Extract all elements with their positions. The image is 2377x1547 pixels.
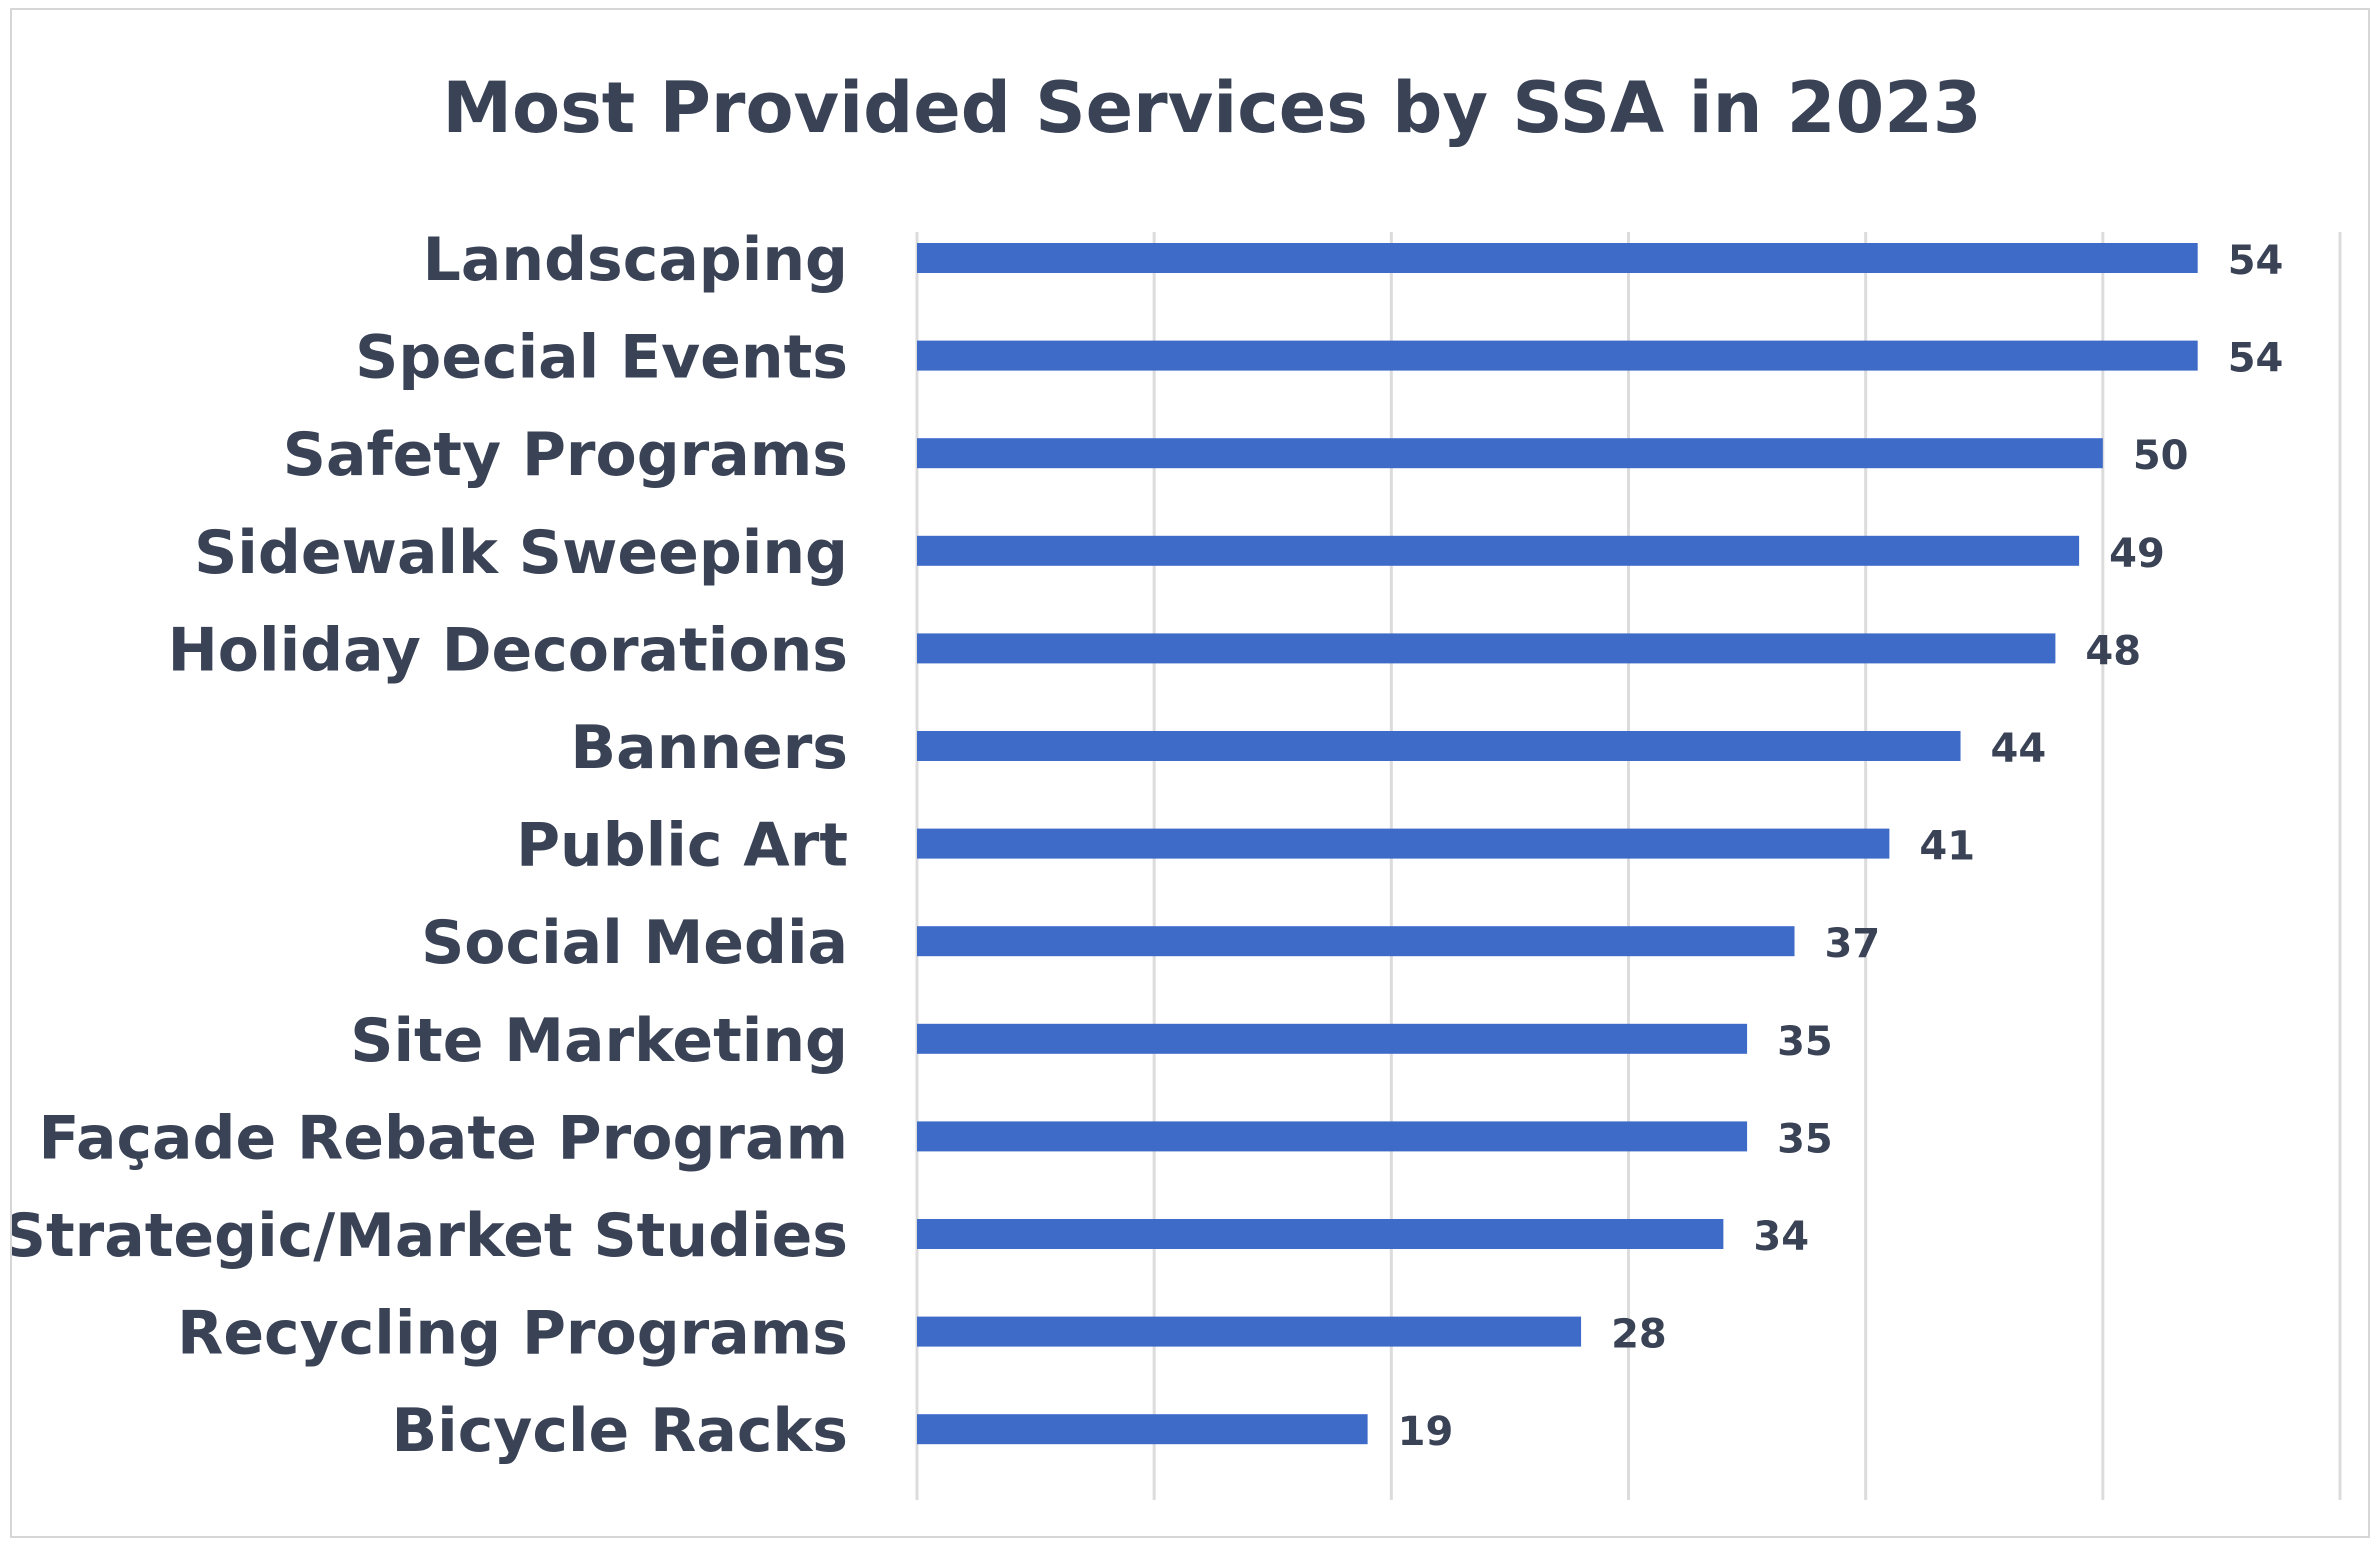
data-label: 50 (2133, 433, 2189, 479)
data-labels: 54 54 50 49 48 44 41 37 35 35 34 28 19 (1398, 238, 2284, 1455)
category-label: Sidewalk Sweeping (194, 518, 848, 588)
bar (917, 828, 1890, 859)
bar (917, 926, 1795, 957)
gridlines (915, 232, 2342, 1500)
data-label: 37 (1825, 921, 1881, 967)
data-label: 35 (1777, 1116, 1833, 1162)
category-label: Bicycle Racks (391, 1396, 848, 1466)
bar-chart: Most Provided Services by SSA in 2023 La… (12, 67, 2342, 1500)
bar (917, 1023, 1748, 1054)
bar (917, 243, 2198, 273)
data-label: 28 (1611, 1312, 1667, 1358)
bar (917, 438, 2103, 469)
data-label: 34 (1753, 1214, 1809, 1260)
bar (917, 731, 1961, 761)
category-label: Banners (570, 713, 848, 783)
data-label: 35 (1777, 1019, 1833, 1065)
data-label: 54 (2228, 238, 2284, 284)
data-label: 44 (1991, 726, 2047, 772)
category-label: Safety Programs (283, 420, 848, 490)
data-label: 54 (2228, 336, 2284, 382)
data-label: 19 (1398, 1409, 1454, 1455)
category-label: Strategic/Market Studies (12, 1201, 848, 1271)
category-label: Landscaping (423, 225, 848, 295)
category-label: Social Media (421, 908, 848, 978)
data-label: 41 (1919, 824, 1975, 870)
bar (917, 340, 2198, 371)
bar (917, 535, 2080, 566)
bars (917, 243, 2198, 1445)
chart-title: Most Provided Services by SSA in 2023 (442, 67, 1981, 149)
bar (917, 633, 2056, 664)
data-label: 49 (2109, 531, 2165, 577)
bar (917, 1121, 1748, 1152)
category-label: Special Events (355, 323, 848, 393)
bar (917, 1219, 1724, 1249)
bar (917, 1316, 1582, 1347)
category-labels: Landscaping Special Events Safety Programs… (12, 225, 848, 1466)
category-label: Site Marketing (350, 1006, 848, 1076)
category-label: Façade Rebate Program (39, 1103, 848, 1173)
category-label: Holiday Decorations (168, 615, 848, 685)
chart-frame: Most Provided Services by SSA in 2023 La… (10, 8, 2370, 1538)
data-label: 48 (2085, 628, 2141, 674)
category-label: Public Art (516, 811, 848, 881)
category-label: Recycling Programs (177, 1299, 848, 1369)
bar (917, 1414, 1368, 1445)
